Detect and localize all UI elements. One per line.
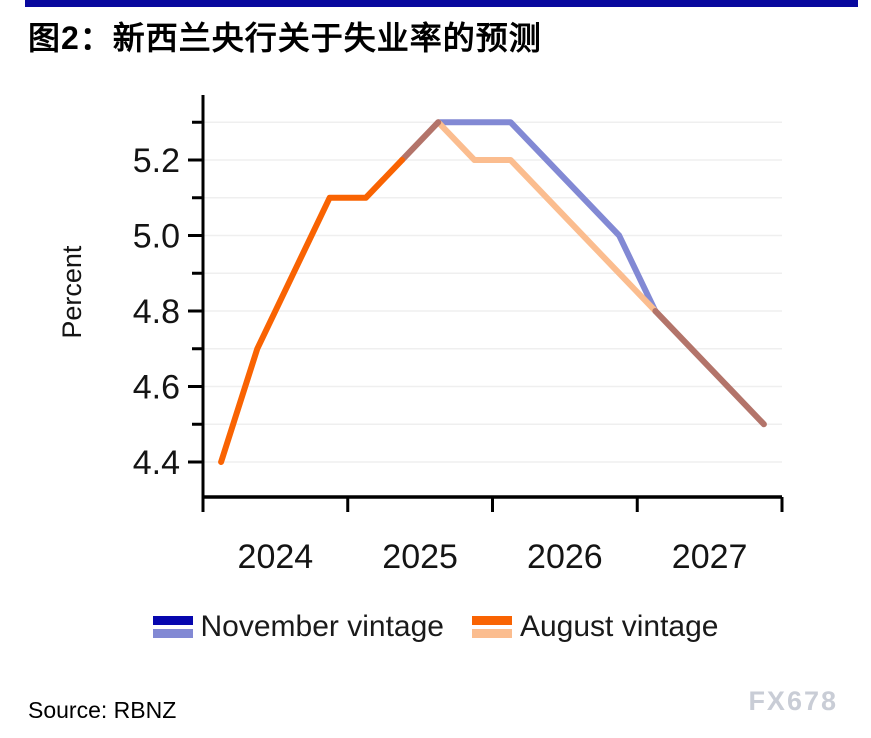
y-tick-label: 4.4 — [133, 444, 180, 482]
overlapping-forecast-line — [399, 119, 767, 428]
actual-history-line — [218, 157, 406, 465]
november-line-swatch — [152, 616, 193, 638]
unemployment-forecast-chart: 4.4 4.6 4.8 5.0 5.2 2024 2025 2026 2027 Percent — [57, 95, 784, 576]
november-forecast-line — [435, 119, 659, 314]
legend-label-august: August vintage — [519, 610, 719, 643]
y-axis-label: Percent — [57, 245, 87, 339]
legend-label-november: November vintage — [200, 610, 444, 643]
august-forecast-line — [435, 119, 659, 314]
y-tick-label: 5.0 — [133, 218, 180, 256]
y-tick-label: 4.8 — [133, 293, 180, 331]
legend-item-august: August vintage — [471, 610, 719, 644]
chart-legend: November vintage August vintage — [0, 610, 871, 644]
x-tick-label: 2027 — [672, 538, 748, 576]
x-tick-label: 2024 — [238, 538, 314, 576]
watermark-fx678: FX678 — [748, 686, 838, 716]
x-tick-label: 2025 — [382, 538, 458, 576]
source-note: Source: RBNZ — [28, 697, 177, 723]
august-line-swatch — [471, 616, 512, 638]
y-tick-label: 5.2 — [133, 142, 180, 180]
y-tick-label: 4.6 — [133, 369, 180, 407]
chart-title: 图2：新西兰央行关于失业率的预测 — [28, 20, 542, 56]
legend-item-november: November vintage — [152, 610, 444, 644]
x-tick-label: 2026 — [527, 538, 603, 576]
accent-top-bar — [25, 0, 858, 7]
